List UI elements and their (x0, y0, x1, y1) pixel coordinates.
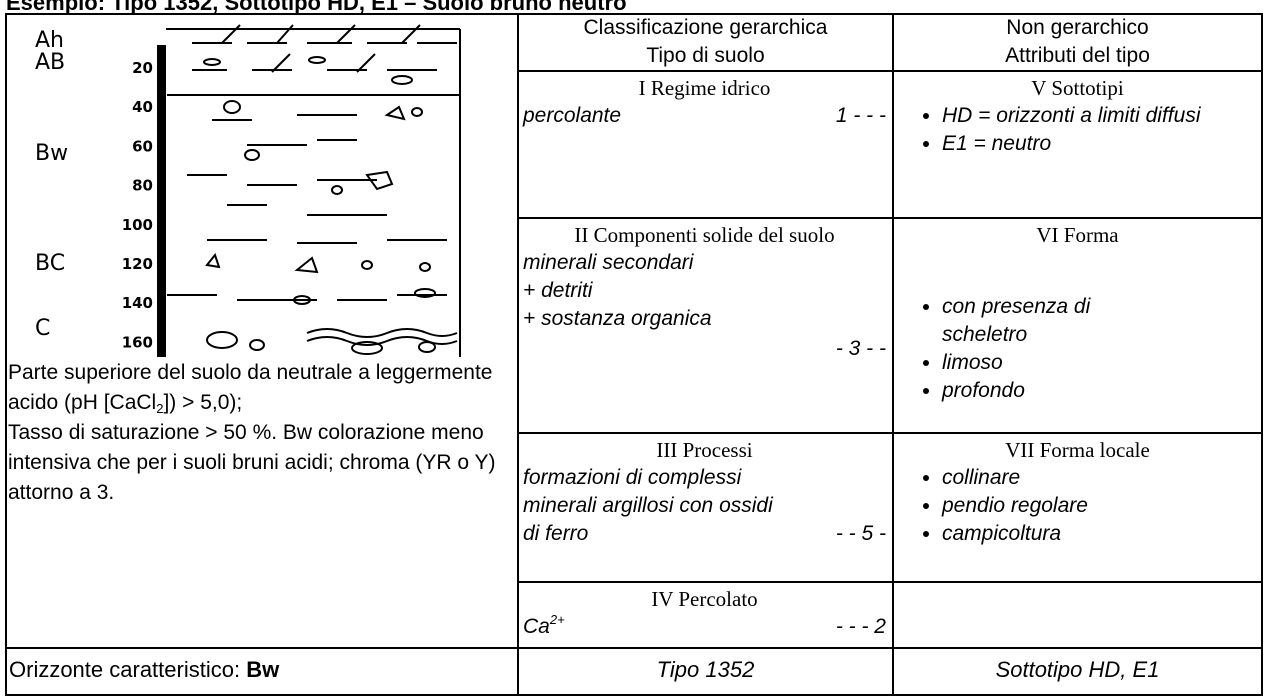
description-paragraph: Tasso di saturazione > 50 %. Bw colorazi… (8, 421, 496, 504)
superscript: 2+ (549, 612, 565, 627)
attribute-list: con presenza di scheletro limoso profond… (894, 293, 1261, 405)
header-line: Classificazione gerarchica (583, 16, 828, 39)
border (517, 70, 1263, 72)
page-title: Esempio: Tipo 1352, Sottotipo HD, E1 – S… (6, 0, 627, 15)
border (517, 217, 1263, 219)
attribute-item: profondo (942, 377, 1141, 405)
attribute-list: collinare pendio regolare campicoltura (894, 464, 1261, 548)
header-line: Non gerarchico (1006, 16, 1149, 39)
depth-label: 60 (132, 137, 153, 155)
depth-bar (157, 45, 166, 357)
ion: Ca2+ (523, 613, 565, 641)
attribute-cell: VI Forma con presenza di scheletro limos… (894, 221, 1261, 405)
text: Orizzonte caratteristico: (9, 657, 247, 682)
border (5, 647, 1263, 649)
column-header: Non gerarchico Attributi del tipo (894, 14, 1261, 70)
depth-label: 80 (132, 177, 153, 195)
border (1261, 13, 1263, 696)
text: ]) > 5,0); (163, 391, 243, 414)
header-line: Attributi del tipo (1005, 44, 1150, 67)
border (5, 694, 1263, 696)
horizon-label: Ah (35, 28, 64, 53)
cell-line: formazioni di complessi (523, 466, 742, 489)
horizon-label: BC (35, 251, 65, 276)
attribute-item: campicoltura (942, 520, 1261, 548)
cell-title: IV Percolato (651, 587, 758, 611)
classification-cell: IV Percolato Ca2+ - - - 2 (523, 585, 886, 641)
horizon-label: Bw (35, 141, 68, 166)
cell-title: III Processi (656, 438, 753, 462)
attribute-list: HD = orizzonti a limiti diffusi E1 = neu… (894, 102, 1261, 158)
horizon-label: C (35, 316, 50, 341)
code: - - - 2 (835, 615, 886, 638)
horizon: Bw (246, 657, 280, 682)
border (5, 13, 7, 696)
depth-label: 100 (122, 216, 153, 234)
code: 1 - - - (835, 104, 886, 127)
cell-title: V Sottotipi (1031, 76, 1124, 100)
attribute-cell: VII Forma locale collinare pendio regola… (894, 436, 1261, 548)
cell-title: II Componenti solide del suolo (574, 223, 835, 247)
cell-line: Ca2+ - - - 2 (523, 613, 886, 641)
classification-cell: II Componenti solide del suolo minerali … (523, 221, 886, 363)
column-header: Classificazione gerarchica Tipo di suolo (519, 14, 892, 70)
footer-cell: Tipo 1352 (656, 657, 755, 682)
depth-label: 160 (122, 333, 153, 351)
horizon-label: AB (35, 50, 65, 75)
border (517, 432, 1263, 434)
profile-sketch (166, 24, 461, 357)
depth-label: 120 (122, 255, 153, 273)
classification-cell: I Regime idrico percolante 1 - - - (523, 74, 886, 130)
cell-title: I Regime idrico (638, 76, 771, 100)
cell-line: + sostanza organica (523, 307, 712, 330)
border (517, 13, 519, 696)
footer-cell: Orizzonte caratteristico: Bw (9, 656, 514, 684)
header-line: Tipo di suolo (646, 44, 765, 67)
code: - - 5 - (835, 522, 886, 545)
text: percolante (523, 104, 622, 127)
description: Parte superiore del suolo da neutrale a … (8, 358, 516, 508)
classification-cell: III Processi formazioni di complessi min… (523, 436, 886, 548)
description-paragraph: Parte superiore del suolo da neutrale a … (8, 358, 516, 418)
text: Parte superiore del suolo da neutrale a … (8, 361, 493, 414)
subscript: 2 (156, 401, 164, 416)
depth-label: 20 (132, 59, 153, 77)
code: - 3 - - (835, 337, 886, 360)
cell-line: di ferro - - 5 - (523, 520, 886, 548)
depth-label: 140 (122, 294, 153, 312)
attribute-item: limoso (942, 349, 1141, 377)
cell-title: VI Forma (1036, 223, 1119, 247)
attribute-item: HD = orizzonti a limiti diffusi (942, 102, 1221, 130)
border (5, 13, 1263, 15)
attribute-cell: V Sottotipi HD = orizzonti a limiti diff… (894, 74, 1261, 158)
border (517, 581, 1263, 583)
text: Ca (523, 615, 550, 638)
cell-line: minerali argillosi con ossidi (523, 494, 773, 517)
footer-cell: Sottotipo HD, E1 (995, 657, 1160, 682)
border (892, 13, 894, 696)
attribute-item: pendio regolare (942, 492, 1261, 520)
attribute-item: E1 = neutro (942, 130, 1221, 158)
cell-line: + detriti (523, 279, 593, 302)
text: di ferro (523, 522, 589, 545)
attribute-item: collinare (942, 464, 1261, 492)
cell-title: VII Forma locale (1005, 438, 1150, 462)
cell-line: minerali secondari (523, 251, 694, 274)
cell-line: percolante 1 - - - (523, 102, 886, 130)
depth-label: 40 (132, 98, 153, 116)
attribute-item: con presenza di scheletro (942, 293, 1141, 349)
